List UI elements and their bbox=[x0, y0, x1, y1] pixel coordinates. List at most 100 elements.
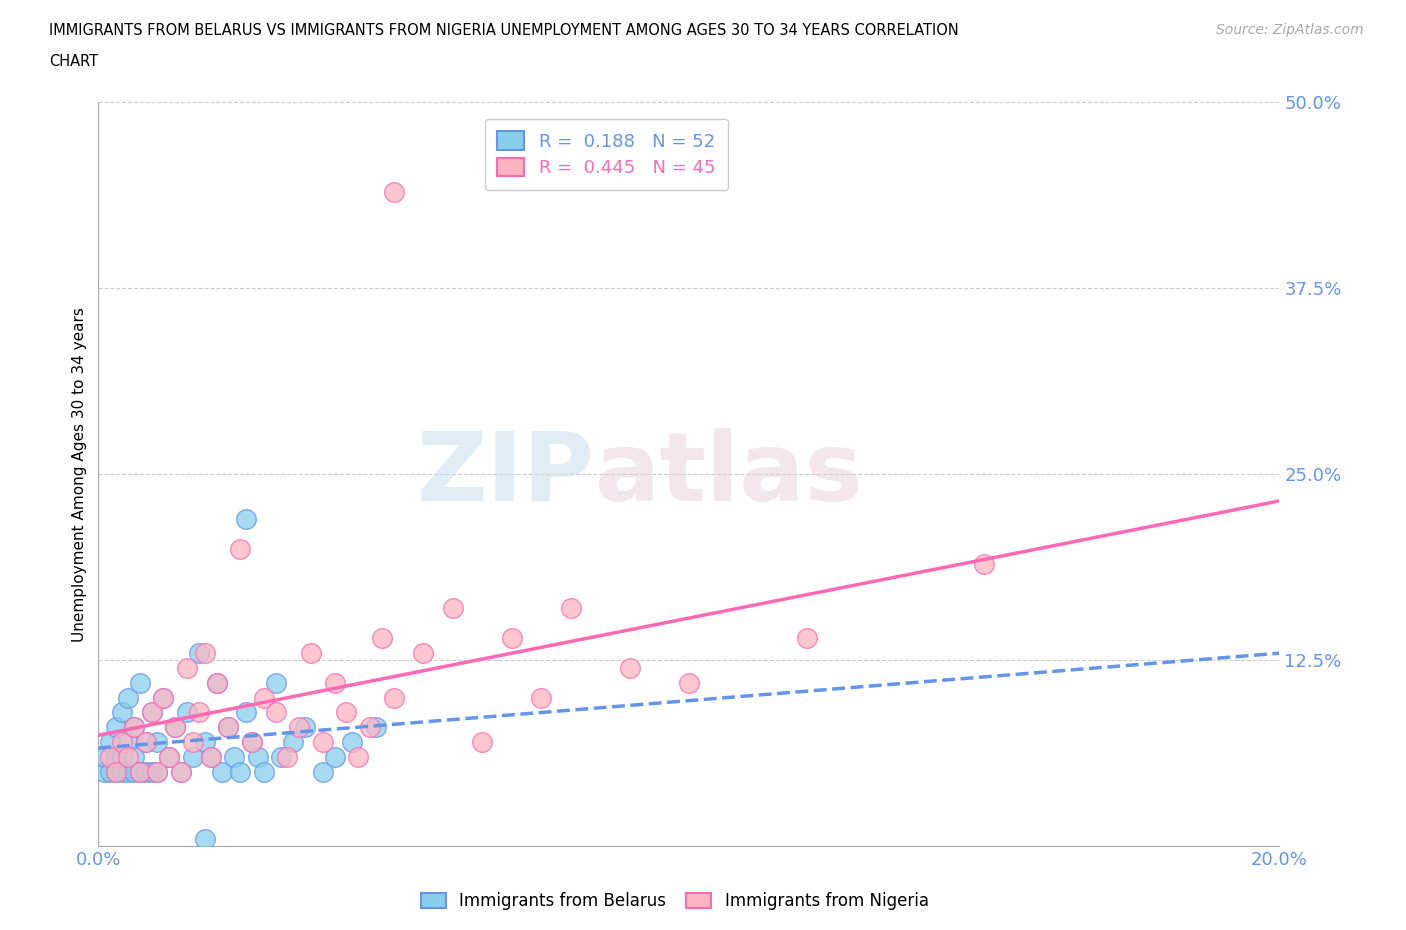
Point bbox=[128, 764, 150, 779]
Point bbox=[678, 675, 700, 690]
Point bbox=[117, 690, 139, 705]
Point bbox=[98, 764, 121, 779]
Point bbox=[359, 720, 381, 735]
Point bbox=[283, 735, 305, 750]
Point bbox=[312, 735, 335, 750]
Point bbox=[276, 750, 298, 764]
Point bbox=[619, 660, 641, 675]
Point bbox=[294, 720, 316, 735]
Text: IMMIGRANTS FROM BELARUS VS IMMIGRANTS FROM NIGERIA UNEMPLOYMENT AMONG AGES 30 TO: IMMIGRANTS FROM BELARUS VS IMMIGRANTS FR… bbox=[49, 23, 959, 38]
Legend: R =  0.188   N = 52, R =  0.445   N = 45: R = 0.188 N = 52, R = 0.445 N = 45 bbox=[485, 119, 728, 190]
Point bbox=[117, 750, 139, 764]
Point bbox=[382, 184, 405, 199]
Point bbox=[253, 764, 276, 779]
Text: ZIP: ZIP bbox=[416, 428, 595, 521]
Point bbox=[364, 720, 387, 735]
Point bbox=[471, 735, 494, 750]
Point bbox=[530, 690, 553, 705]
Point bbox=[194, 831, 217, 846]
Point bbox=[796, 631, 818, 645]
Point bbox=[98, 735, 121, 750]
Point bbox=[152, 690, 174, 705]
Point bbox=[105, 750, 128, 764]
Point bbox=[141, 705, 163, 720]
Point bbox=[211, 764, 233, 779]
Point bbox=[235, 705, 257, 720]
Point bbox=[128, 675, 150, 690]
Point bbox=[141, 764, 163, 779]
Point bbox=[93, 764, 115, 779]
Point bbox=[235, 512, 257, 526]
Point bbox=[170, 764, 193, 779]
Point bbox=[270, 750, 292, 764]
Point bbox=[122, 750, 145, 764]
Point bbox=[229, 541, 252, 556]
Legend: Immigrants from Belarus, Immigrants from Nigeria: Immigrants from Belarus, Immigrants from… bbox=[415, 885, 935, 917]
Point bbox=[299, 645, 322, 660]
Point bbox=[93, 750, 115, 764]
Point bbox=[122, 720, 145, 735]
Point bbox=[229, 764, 252, 779]
Point bbox=[122, 764, 145, 779]
Point bbox=[441, 601, 464, 616]
Point bbox=[146, 764, 169, 779]
Point bbox=[141, 705, 163, 720]
Point bbox=[288, 720, 311, 735]
Point bbox=[165, 720, 187, 735]
Point bbox=[347, 750, 370, 764]
Point bbox=[205, 675, 228, 690]
Point bbox=[165, 720, 187, 735]
Point bbox=[111, 750, 134, 764]
Point bbox=[128, 764, 150, 779]
Point bbox=[135, 764, 157, 779]
Point bbox=[194, 645, 217, 660]
Point bbox=[323, 675, 346, 690]
Text: Source: ZipAtlas.com: Source: ZipAtlas.com bbox=[1216, 23, 1364, 37]
Point bbox=[240, 735, 263, 750]
Point bbox=[264, 675, 287, 690]
Point bbox=[157, 750, 180, 764]
Point bbox=[181, 750, 204, 764]
Point bbox=[200, 750, 222, 764]
Point bbox=[560, 601, 582, 616]
Point bbox=[111, 705, 134, 720]
Point bbox=[224, 750, 246, 764]
Point bbox=[973, 556, 995, 571]
Point bbox=[335, 705, 357, 720]
Point bbox=[246, 750, 269, 764]
Point bbox=[105, 764, 128, 779]
Point bbox=[217, 720, 239, 735]
Point bbox=[312, 764, 335, 779]
Point bbox=[200, 750, 222, 764]
Point bbox=[146, 764, 169, 779]
Point bbox=[253, 690, 276, 705]
Point bbox=[122, 720, 145, 735]
Point bbox=[117, 764, 139, 779]
Point bbox=[240, 735, 263, 750]
Point bbox=[217, 720, 239, 735]
Y-axis label: Unemployment Among Ages 30 to 34 years: Unemployment Among Ages 30 to 34 years bbox=[72, 307, 87, 642]
Point bbox=[157, 750, 180, 764]
Point bbox=[382, 690, 405, 705]
Point bbox=[105, 720, 128, 735]
Point bbox=[264, 705, 287, 720]
Point bbox=[170, 764, 193, 779]
Point bbox=[371, 631, 394, 645]
Point bbox=[187, 705, 209, 720]
Point bbox=[501, 631, 523, 645]
Point bbox=[181, 735, 204, 750]
Point bbox=[105, 764, 128, 779]
Point bbox=[323, 750, 346, 764]
Point bbox=[187, 645, 209, 660]
Text: CHART: CHART bbox=[49, 54, 98, 69]
Point bbox=[111, 735, 134, 750]
Point bbox=[146, 735, 169, 750]
Text: atlas: atlas bbox=[595, 428, 863, 521]
Point bbox=[176, 705, 198, 720]
Point bbox=[176, 660, 198, 675]
Point bbox=[412, 645, 434, 660]
Point bbox=[194, 735, 217, 750]
Point bbox=[205, 675, 228, 690]
Point bbox=[135, 735, 157, 750]
Point bbox=[135, 735, 157, 750]
